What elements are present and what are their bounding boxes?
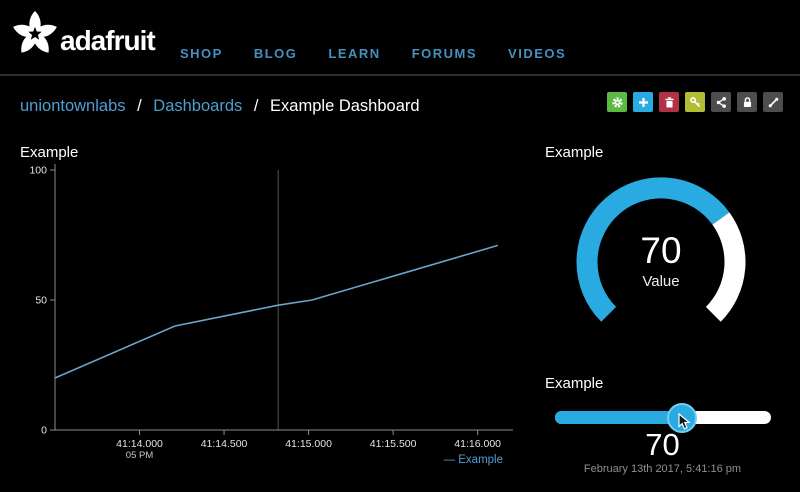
svg-text:41:14.500: 41:14.500 [201, 438, 248, 450]
plus-icon [638, 97, 648, 107]
slider-timestamp: February 13th 2017, 5:41:16 pm [583, 463, 742, 475]
svg-text:50: 50 [35, 295, 47, 307]
key-icon [689, 96, 700, 107]
share-button[interactable] [711, 92, 731, 112]
gauge-title: Example [545, 144, 604, 161]
lock-button[interactable] [737, 92, 757, 112]
expand-icon [768, 97, 778, 107]
nav-item-forums[interactable]: FORUMS [411, 46, 478, 61]
svg-text:41:16.000: 41:16.000 [454, 438, 501, 450]
brand-wordmark: adafruit [60, 25, 156, 56]
share-icon [716, 96, 726, 108]
site-header: adafruit SHOP BLOG LEARN FORUMS VIDEOS [0, 0, 800, 76]
slider-fill [555, 411, 683, 424]
resize-button[interactable] [763, 92, 783, 112]
slider-widget: Example 70 February 13th 2017, 5:41:16 p… [545, 375, 780, 475]
nav-item-videos[interactable]: VIDEOS [508, 46, 567, 61]
flower-star-cutout [28, 26, 42, 40]
trash-icon [664, 96, 674, 108]
breadcrumb: uniontownlabs / Dashboards / Example Das… [20, 97, 420, 116]
svg-text:41:15.500: 41:15.500 [370, 438, 417, 450]
add-block-button[interactable] [633, 92, 653, 112]
nav-item-shop[interactable]: SHOP [180, 46, 223, 61]
mouse-cursor-icon [678, 412, 692, 430]
svg-text:05 PM: 05 PM [126, 450, 154, 461]
dashboard-toolbar [607, 92, 783, 112]
slider-value: 70 [645, 427, 680, 462]
adafruit-logo[interactable]: adafruit [12, 6, 156, 62]
slider-thumb[interactable] [667, 402, 698, 433]
breadcrumb-dashboards[interactable]: Dashboards [153, 97, 243, 115]
svg-text:100: 100 [29, 165, 47, 177]
breadcrumb-separator: / [253, 97, 259, 115]
chart-legend: — Example [444, 454, 503, 466]
svg-text:41:14.000: 41:14.000 [116, 438, 163, 450]
gear-icon [611, 96, 623, 108]
breadcrumb-separator: / [137, 97, 142, 115]
main-nav: SHOP BLOG LEARN FORUMS VIDEOS [180, 46, 566, 61]
line-chart-title: Example [20, 144, 79, 161]
gauge-widget: 70 Value [576, 177, 746, 322]
lock-icon [743, 96, 751, 107]
nav-item-blog[interactable]: BLOG [253, 46, 298, 61]
gauge-value-label: Value [642, 273, 679, 290]
breadcrumb-current-page: Example Dashboard [270, 97, 420, 115]
slider-track[interactable] [555, 402, 771, 433]
slider-title: Example [545, 375, 604, 392]
svg-text:0: 0 [41, 425, 47, 437]
settings-button[interactable] [607, 92, 627, 112]
svg-text:41:15.000: 41:15.000 [285, 438, 332, 450]
gauge-value: 70 [640, 230, 681, 271]
nav-item-learn[interactable]: LEARN [328, 46, 381, 61]
delete-button[interactable] [659, 92, 679, 112]
adafruit-flower-icon [13, 11, 57, 53]
key-button[interactable] [685, 92, 705, 112]
breadcrumb-username[interactable]: uniontownlabs [20, 97, 126, 115]
